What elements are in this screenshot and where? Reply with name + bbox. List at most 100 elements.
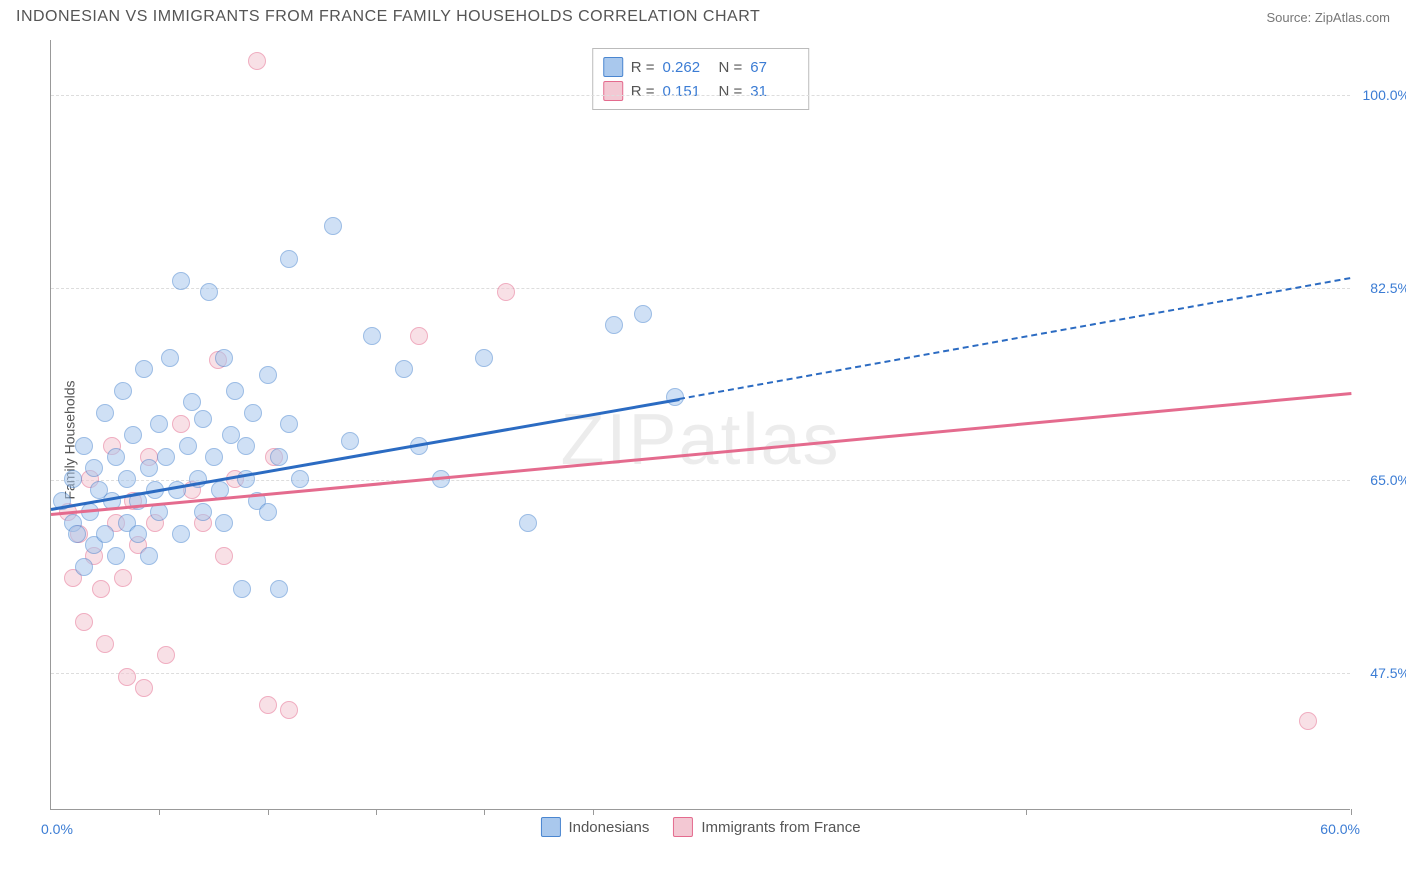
x-tick	[1351, 809, 1352, 815]
r-label: R =	[631, 83, 655, 100]
scatter-point	[140, 547, 158, 565]
trend-line	[679, 277, 1351, 400]
scatter-point	[107, 448, 125, 466]
scatter-point	[135, 679, 153, 697]
n-label: N =	[719, 83, 743, 100]
scatter-point	[92, 580, 110, 598]
x-tick	[159, 809, 160, 815]
scatter-point	[248, 52, 266, 70]
legend-series-label: Indonesians	[568, 819, 649, 836]
scatter-point	[363, 327, 381, 345]
scatter-point	[259, 366, 277, 384]
scatter-point	[324, 217, 342, 235]
scatter-point	[118, 668, 136, 686]
chart-container: Family Households ZIPatlas R =0.262N =67…	[50, 40, 1390, 840]
gridline	[51, 288, 1350, 289]
chart-title: INDONESIAN VS IMMIGRANTS FROM FRANCE FAM…	[16, 8, 760, 26]
legend-series-item: Immigrants from France	[673, 817, 860, 837]
scatter-point	[172, 525, 190, 543]
x-tick	[1026, 809, 1027, 815]
scatter-point	[200, 283, 218, 301]
scatter-point	[114, 382, 132, 400]
legend-swatch	[603, 81, 623, 101]
scatter-point	[183, 393, 201, 411]
scatter-point	[107, 547, 125, 565]
n-label: N =	[719, 59, 743, 76]
n-value: 67	[750, 59, 798, 76]
scatter-point	[205, 448, 223, 466]
scatter-point	[124, 426, 142, 444]
scatter-point	[114, 569, 132, 587]
y-tick-label: 65.0%	[1370, 472, 1406, 488]
scatter-point	[135, 360, 153, 378]
legend-stats: R = 0.262 N = 67 R = 0.151 N = 31	[592, 48, 810, 110]
x-tick	[593, 809, 594, 815]
scatter-point	[270, 580, 288, 598]
x-tick	[484, 809, 485, 815]
scatter-point	[497, 283, 515, 301]
y-tick-label: 100.0%	[1363, 87, 1406, 103]
scatter-point	[96, 404, 114, 422]
x-axis-max-label: 60.0%	[1320, 821, 1360, 837]
n-value: 31	[750, 83, 798, 100]
scatter-point	[75, 558, 93, 576]
scatter-point	[157, 448, 175, 466]
scatter-point	[96, 635, 114, 653]
scatter-point	[172, 272, 190, 290]
scatter-point	[150, 415, 168, 433]
scatter-point	[395, 360, 413, 378]
scatter-point	[172, 415, 190, 433]
scatter-point	[605, 316, 623, 334]
r-value: 0.151	[663, 83, 711, 100]
scatter-point	[226, 382, 244, 400]
x-axis-min-label: 0.0%	[41, 821, 73, 837]
scatter-point	[157, 646, 175, 664]
scatter-point	[75, 613, 93, 631]
scatter-point	[519, 514, 537, 532]
scatter-point	[270, 448, 288, 466]
gridline	[51, 95, 1350, 96]
scatter-point	[280, 250, 298, 268]
scatter-point	[1299, 712, 1317, 730]
chart-header: INDONESIAN VS IMMIGRANTS FROM FRANCE FAM…	[0, 0, 1406, 30]
r-value: 0.262	[663, 59, 711, 76]
y-tick-label: 47.5%	[1370, 665, 1406, 681]
chart-source: Source: ZipAtlas.com	[1266, 10, 1390, 25]
scatter-point	[179, 437, 197, 455]
legend-series: Indonesians Immigrants from France	[540, 817, 860, 837]
scatter-point	[634, 305, 652, 323]
scatter-point	[215, 349, 233, 367]
scatter-plot: ZIPatlas R =0.262N =67R =0.151N =31 0.0%…	[50, 40, 1350, 810]
scatter-point	[215, 547, 233, 565]
scatter-point	[129, 525, 147, 543]
scatter-point	[280, 701, 298, 719]
scatter-point	[215, 514, 233, 532]
scatter-point	[233, 580, 251, 598]
scatter-point	[259, 503, 277, 521]
scatter-point	[291, 470, 309, 488]
scatter-point	[75, 437, 93, 455]
legend-swatch	[673, 817, 693, 837]
scatter-point	[194, 410, 212, 428]
scatter-point	[85, 459, 103, 477]
legend-swatch	[603, 57, 623, 77]
scatter-point	[280, 415, 298, 433]
legend-swatch	[540, 817, 560, 837]
scatter-point	[341, 432, 359, 450]
scatter-point	[194, 503, 212, 521]
scatter-point	[118, 470, 136, 488]
legend-stat-row: R = 0.151 N = 31	[603, 79, 799, 103]
scatter-point	[140, 459, 158, 477]
y-tick-label: 82.5%	[1370, 280, 1406, 296]
scatter-point	[237, 437, 255, 455]
legend-series-item: Indonesians	[540, 817, 649, 837]
scatter-point	[68, 525, 86, 543]
scatter-point	[244, 404, 262, 422]
scatter-point	[96, 525, 114, 543]
r-label: R =	[631, 59, 655, 76]
x-tick	[376, 809, 377, 815]
legend-series-label: Immigrants from France	[701, 819, 860, 836]
x-tick	[268, 809, 269, 815]
scatter-point	[161, 349, 179, 367]
scatter-point	[475, 349, 493, 367]
